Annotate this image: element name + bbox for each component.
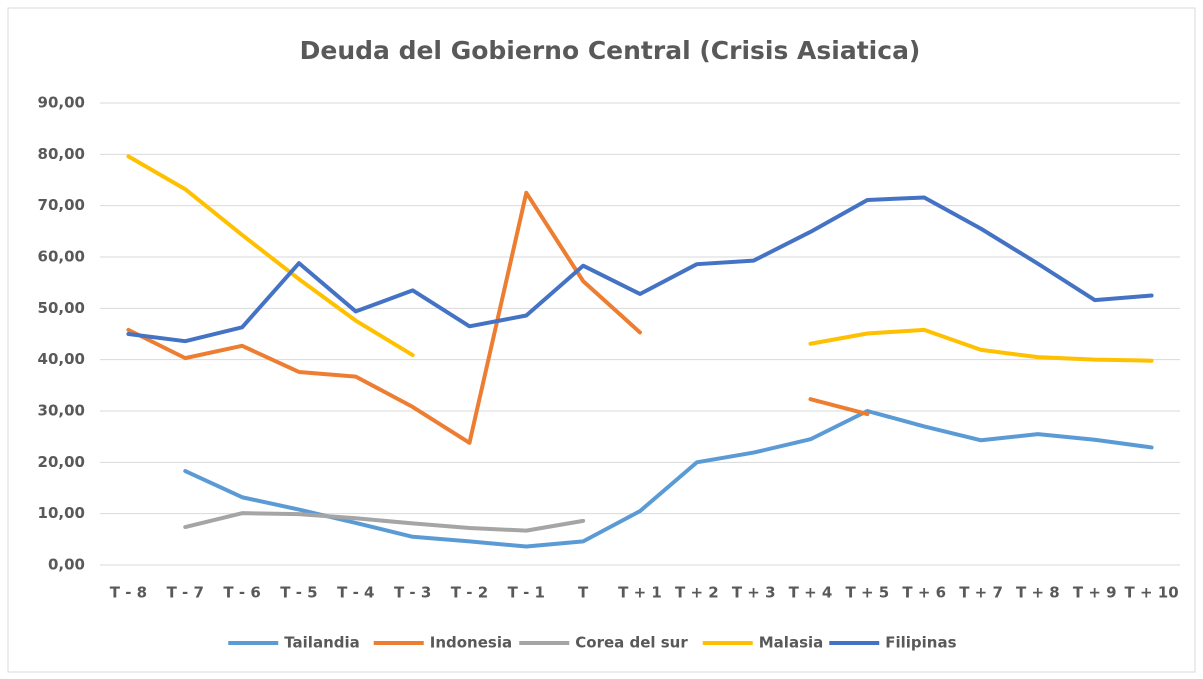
y-tick-label: 80,00 [38,145,85,163]
x-tick-label: T + 10 [1125,584,1179,602]
x-tick-label: T + 5 [846,584,890,602]
chart-title: Deuda del Gobierno Central (Crisis Asiat… [300,36,921,65]
y-tick-label: 60,00 [38,248,85,266]
x-tick-label: T + 9 [1073,584,1117,602]
legend-label: Tailandia [284,634,360,652]
x-tick-label: T - 1 [508,584,545,602]
legend-label: Indonesia [430,634,512,652]
series-line [183,511,586,533]
y-tick-label: 40,00 [38,350,85,368]
y-tick-label: 10,00 [38,504,85,522]
x-tick-label: T - 5 [280,584,317,602]
x-tick-label: T - 6 [223,584,260,602]
series-line [183,409,1154,549]
x-tick-label: T + 1 [618,584,662,602]
chart-frame [7,7,1196,673]
x-tick-label: T [578,584,589,602]
y-tick-label: 30,00 [38,402,85,420]
y-tick-label: 90,00 [38,94,85,112]
series-line [126,190,870,445]
x-tick-label: T - 7 [167,584,204,602]
legend-label: Corea del sur [575,634,688,652]
x-tick-label: T - 8 [110,584,147,602]
x-tick-label: T + 2 [675,584,719,602]
x-tick-label: T - 4 [337,584,374,602]
y-tick-label: 70,00 [38,196,85,214]
legend-label: Malasia [759,634,824,652]
x-tick-label: T - 3 [394,584,431,602]
y-tick-label: 20,00 [38,453,85,471]
x-tick-label: T - 2 [451,584,488,602]
series-line [126,154,1154,363]
x-tick-label: T + 7 [959,584,1003,602]
y-tick-label: 0,00 [48,556,85,574]
x-tick-label: T + 4 [789,584,833,602]
x-tick-label: T + 8 [1016,584,1060,602]
y-tick-label: 50,00 [38,299,85,317]
x-tick-label: T + 3 [732,584,776,602]
x-tick-label: T + 6 [902,584,946,602]
series-line [126,195,1154,344]
legend-label: Filipinas [885,634,956,652]
